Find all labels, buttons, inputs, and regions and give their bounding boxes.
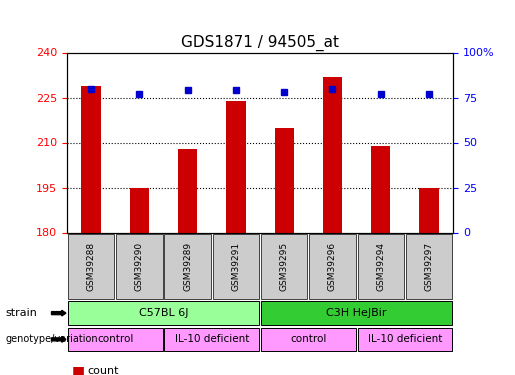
Title: GDS1871 / 94505_at: GDS1871 / 94505_at	[181, 35, 339, 51]
Text: GSM39291: GSM39291	[231, 242, 241, 291]
Bar	[226, 100, 246, 232]
FancyBboxPatch shape	[68, 302, 259, 325]
FancyBboxPatch shape	[164, 234, 211, 298]
FancyBboxPatch shape	[261, 328, 356, 351]
FancyBboxPatch shape	[164, 328, 259, 351]
Text: GSM39296: GSM39296	[328, 242, 337, 291]
Bar	[371, 146, 390, 232]
Text: GSM39288: GSM39288	[87, 242, 96, 291]
Text: control: control	[97, 334, 133, 344]
Text: C57BL 6J: C57BL 6J	[139, 308, 188, 318]
Bar	[81, 86, 101, 232]
FancyBboxPatch shape	[406, 234, 452, 298]
Text: GSM39297: GSM39297	[424, 242, 434, 291]
FancyBboxPatch shape	[310, 234, 356, 298]
Text: IL-10 deficient: IL-10 deficient	[368, 334, 442, 344]
Bar	[130, 188, 149, 232]
FancyBboxPatch shape	[261, 302, 452, 325]
Text: GSM39294: GSM39294	[376, 242, 385, 291]
Text: GSM39295: GSM39295	[280, 242, 289, 291]
Bar	[178, 148, 197, 232]
Bar	[323, 76, 342, 232]
FancyBboxPatch shape	[68, 234, 114, 298]
Text: genotype/variation: genotype/variation	[5, 334, 98, 344]
Text: GSM39290: GSM39290	[135, 242, 144, 291]
FancyBboxPatch shape	[357, 234, 404, 298]
Text: strain: strain	[5, 308, 37, 318]
Text: GSM39289: GSM39289	[183, 242, 192, 291]
Text: control: control	[290, 334, 327, 344]
Text: ■: ■	[72, 364, 85, 375]
Bar	[419, 188, 439, 232]
Text: IL-10 deficient: IL-10 deficient	[175, 334, 249, 344]
Text: C3H HeJBir: C3H HeJBir	[327, 308, 387, 318]
Text: count: count	[88, 366, 119, 375]
FancyBboxPatch shape	[261, 234, 307, 298]
FancyBboxPatch shape	[357, 328, 452, 351]
Bar	[274, 128, 294, 232]
FancyBboxPatch shape	[213, 234, 259, 298]
FancyBboxPatch shape	[116, 234, 163, 298]
FancyBboxPatch shape	[68, 328, 163, 351]
